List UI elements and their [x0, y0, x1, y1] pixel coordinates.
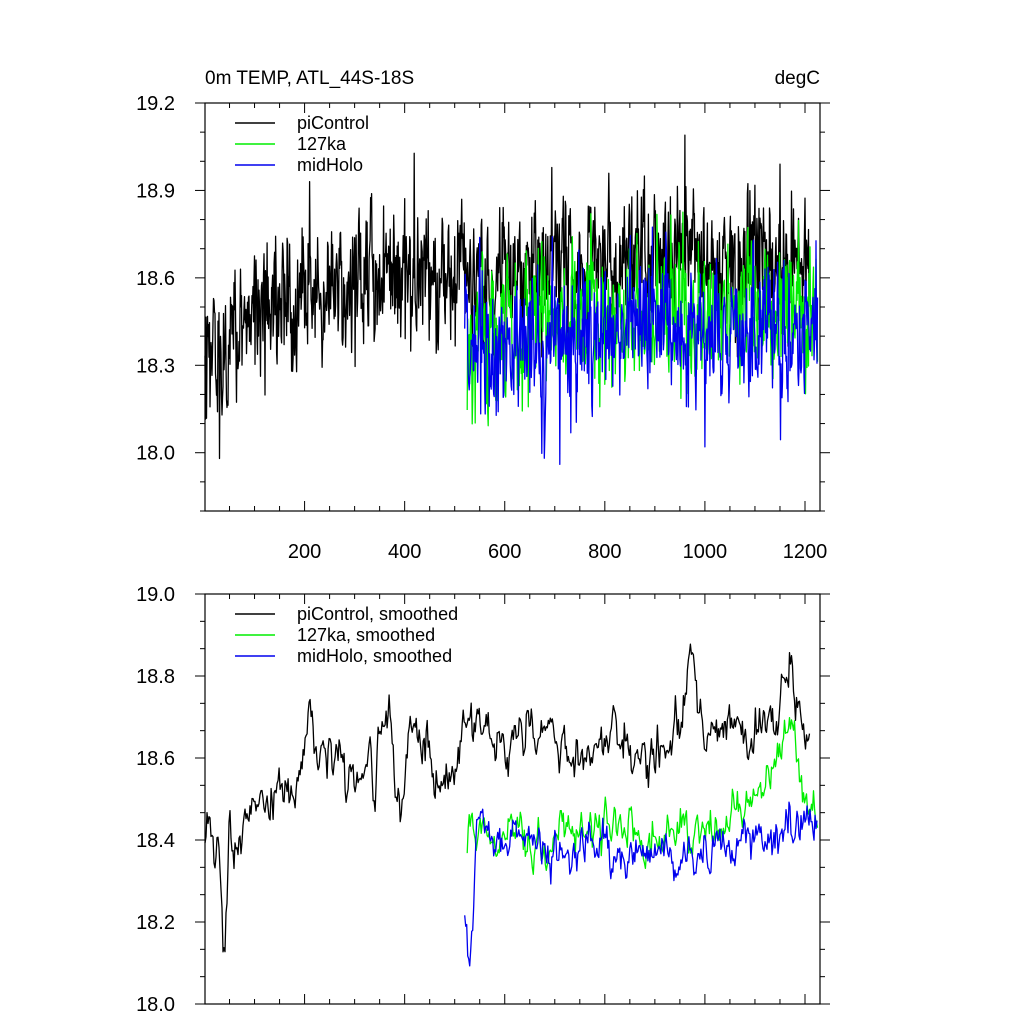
legend-label: piControl	[297, 113, 369, 133]
legend-label: midHolo, smoothed	[297, 646, 452, 666]
top-series-group	[204, 134, 819, 466]
bottom-ticks: 18.0 18.2 18.4 18.6 18.8 19.0	[136, 584, 830, 1016]
y-tick-label: 18.9	[136, 180, 175, 202]
legend-label: piControl, smoothed	[297, 604, 458, 624]
x-tick-label: 600	[488, 541, 521, 563]
x-tick-label: 200	[288, 541, 321, 563]
x-tick-label: 400	[388, 541, 421, 563]
bottom-panel: 18.0 18.2 18.4 18.6 18.8 19.0 piControl, smoo…	[136, 584, 830, 1016]
bottom-plot-frame	[204, 593, 821, 1005]
series-line-midholo	[464, 801, 818, 967]
bottom-series-group	[204, 643, 819, 967]
y-tick-label: 18.6	[136, 748, 175, 770]
top-ticks: 200 400 600 800 1000 1200 18.0 18.3 18.6 18.9 19.2	[136, 93, 830, 563]
legend-label: midHolo	[297, 155, 363, 175]
y-tick-label: 18.8	[136, 666, 175, 688]
x-tick-label: 1000	[683, 541, 728, 563]
top-units: degC	[775, 68, 820, 89]
y-tick-label: 18.2	[136, 912, 175, 934]
y-tick-label: 19.0	[136, 584, 175, 606]
legend-label: 127ka	[297, 134, 347, 154]
series-line-picontrol	[204, 643, 811, 953]
top-panel: 0m TEMP, ATL_44S-18S degC 200 400 600 800 10…	[136, 68, 830, 563]
y-tick-label: 18.0	[136, 994, 175, 1016]
legend-label: 127ka, smoothed	[297, 625, 435, 645]
series-line-midholo	[464, 226, 819, 466]
y-tick-label: 18.0	[136, 443, 175, 465]
y-tick-label: 18.3	[136, 355, 175, 377]
x-tick-label: 800	[588, 541, 621, 563]
y-tick-label: 18.6	[136, 268, 175, 290]
x-tick-label: 1200	[783, 541, 828, 563]
y-tick-label: 19.2	[136, 93, 175, 115]
y-tick-label: 18.4	[136, 830, 175, 852]
top-title: 0m TEMP, ATL_44S-18S	[205, 68, 414, 89]
